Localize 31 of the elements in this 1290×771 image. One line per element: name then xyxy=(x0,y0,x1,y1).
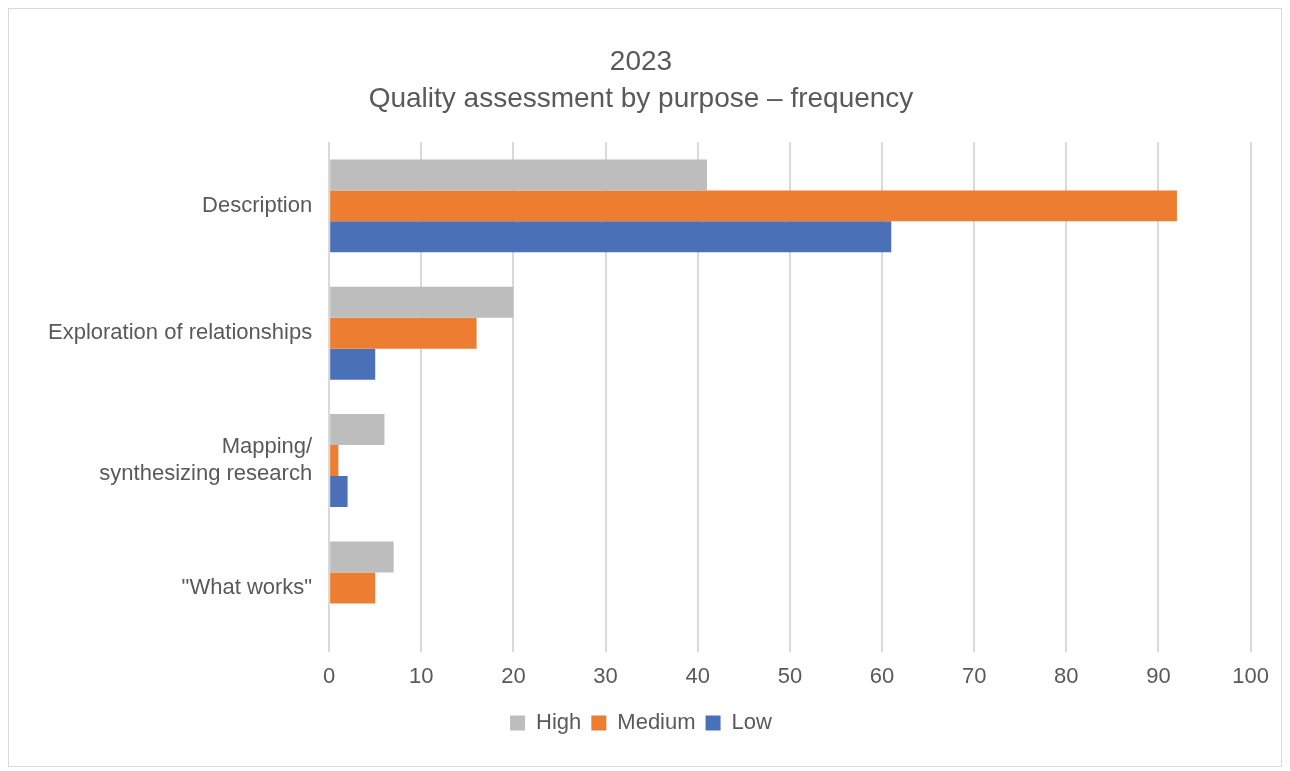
x-tick-label: 10 xyxy=(409,662,434,688)
bar xyxy=(330,414,385,446)
x-tick-label: 100 xyxy=(1232,662,1270,688)
bar xyxy=(330,317,477,349)
legend-label: Medium xyxy=(617,709,696,735)
x-tick-label: 50 xyxy=(777,662,803,688)
x-tick-label: 20 xyxy=(501,662,526,688)
y-tick-label: Exploration of relationships xyxy=(47,319,313,345)
chart-subtitle: Quality assessment by purpose – frequency xyxy=(368,82,914,114)
bar xyxy=(330,190,1177,222)
legend-label: High xyxy=(536,709,582,735)
y-tick-label: Description xyxy=(202,191,313,217)
x-tick-label: 60 xyxy=(869,662,895,688)
chart-title: 2023 xyxy=(609,44,673,76)
bar xyxy=(330,541,394,573)
y-tick-label: Mapping/ synthesizing research xyxy=(99,433,314,485)
bar xyxy=(330,476,348,508)
x-tick-label: 0 xyxy=(323,662,336,688)
bar xyxy=(330,445,339,477)
legend-label: Low xyxy=(731,709,773,735)
bar xyxy=(330,159,707,191)
x-tick-label: 40 xyxy=(685,662,710,688)
x-tick-label: 80 xyxy=(1054,662,1079,688)
x-tick-label: 70 xyxy=(961,662,987,688)
y-tick-label: "What works" xyxy=(181,573,313,599)
x-tick-label: 90 xyxy=(1146,662,1171,688)
bar xyxy=(330,221,892,253)
x-tick-label: 30 xyxy=(593,662,618,688)
bar xyxy=(330,286,514,318)
bar xyxy=(330,572,376,604)
bar xyxy=(330,348,376,380)
